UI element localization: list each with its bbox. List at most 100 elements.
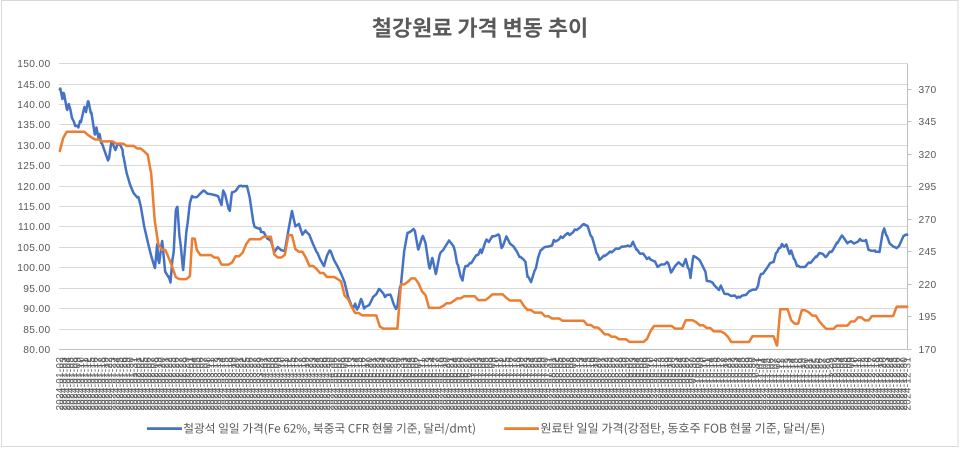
svg-text:2024-08-07: 2024-08-07 (561, 357, 572, 411)
svg-text:2024-08-20: 2024-08-20 (593, 357, 604, 411)
svg-text:2024-02-07: 2024-02-07 (146, 357, 157, 411)
svg-text:2024-10-08: 2024-10-08 (691, 357, 702, 411)
svg-text:2024-07-17: 2024-07-17 (509, 357, 520, 411)
svg-text:2024-03-29: 2024-03-29 (255, 357, 266, 411)
svg-text:2024-10-29: 2024-10-29 (744, 357, 755, 411)
svg-text:2024-03-21: 2024-03-21 (234, 357, 245, 411)
svg-text:2024-09-06: 2024-09-06 (639, 357, 650, 411)
svg-text:2024-06-24: 2024-06-24 (449, 357, 460, 411)
svg-text:2024-11-13: 2024-11-13 (783, 357, 794, 410)
svg-text:2024-03-08: 2024-03-08 (203, 357, 214, 411)
svg-text:2024-04-23: 2024-04-23 (308, 357, 319, 411)
svg-text:2024-08-05: 2024-08-05 (554, 357, 565, 411)
svg-text:2024-01-31: 2024-01-31 (129, 357, 140, 411)
svg-text:2024-09-18: 2024-09-18 (660, 357, 671, 411)
svg-text:2024-03-05: 2024-03-05 (192, 357, 203, 411)
svg-text:2024-10-15: 2024-10-15 (709, 357, 720, 411)
svg-text:2024-08-26: 2024-08-26 (607, 357, 618, 411)
svg-text:2024-05-14: 2024-05-14 (350, 357, 361, 411)
svg-text:2024-12-11: 2024-12-11 (853, 358, 864, 411)
svg-text:2024-05-22: 2024-05-22 (372, 357, 383, 411)
svg-text:2024-11-07: 2024-11-07 (769, 358, 780, 411)
svg-text:2024-12-18: 2024-12-18 (871, 357, 882, 411)
svg-text:2024-12-17: 2024-12-17 (867, 357, 878, 411)
svg-text:370: 370 (919, 85, 937, 96)
svg-text:2024-04-10: 2024-04-10 (277, 357, 288, 411)
svg-text:2024-03-26: 2024-03-26 (245, 357, 256, 411)
svg-text:2024-01-18: 2024-01-18 (97, 357, 108, 411)
svg-text:2024-03-19: 2024-03-19 (227, 357, 238, 411)
svg-text:2024-01-11: 2024-01-11 (80, 358, 91, 411)
svg-text:2024-01-19: 2024-01-19 (101, 357, 112, 411)
svg-text:2024-04-18: 2024-04-18 (298, 357, 309, 411)
svg-text:2024-05-21: 2024-05-21 (368, 357, 379, 411)
svg-text:2024-11-28: 2024-11-28 (822, 357, 833, 410)
svg-text:2024-11-21: 2024-11-21 (804, 358, 815, 411)
svg-text:2024-04-11: 2024-04-11 (280, 358, 291, 411)
svg-text:2024-01-23: 2024-01-23 (108, 357, 119, 411)
svg-text:2024-06-28: 2024-06-28 (463, 357, 474, 411)
svg-text:2024-12-25: 2024-12-25 (888, 357, 899, 411)
svg-text:2024-01-17: 2024-01-17 (94, 357, 105, 411)
svg-text:2024-05-20: 2024-05-20 (364, 357, 375, 411)
svg-text:2024-12-19: 2024-12-19 (874, 357, 885, 411)
svg-text:2024-01-22: 2024-01-22 (104, 357, 115, 411)
svg-text:2024-04-01: 2024-04-01 (259, 357, 270, 411)
svg-text:95.00: 95.00 (23, 284, 50, 295)
svg-text:2024-07-23: 2024-07-23 (523, 357, 534, 411)
svg-text:100.00: 100.00 (17, 263, 50, 274)
svg-text:2024-05-09: 2024-05-09 (340, 357, 351, 411)
svg-text:2024-03-13: 2024-03-13 (213, 357, 224, 411)
svg-text:2024-05-07: 2024-05-07 (333, 357, 344, 411)
svg-text:2024-11-15: 2024-11-15 (790, 357, 801, 410)
svg-text:2024-06-25: 2024-06-25 (452, 357, 463, 411)
svg-text:2024-07-03: 2024-07-03 (473, 357, 484, 411)
svg-text:170: 170 (919, 345, 937, 356)
svg-text:2024-09-26: 2024-09-26 (681, 357, 692, 411)
svg-text:2024-05-27: 2024-05-27 (382, 357, 393, 411)
svg-text:2024-08-02: 2024-08-02 (551, 357, 562, 411)
svg-text:2024-07-18: 2024-07-18 (512, 357, 523, 411)
svg-text:2024-07-10: 2024-07-10 (491, 357, 502, 411)
svg-text:2024-09-12: 2024-09-12 (653, 357, 664, 411)
svg-text:2024-05-10: 2024-05-10 (343, 357, 354, 411)
svg-text:2024-02-08: 2024-02-08 (150, 357, 161, 411)
svg-text:2024-04-22: 2024-04-22 (305, 357, 316, 411)
svg-text:2024-07-30: 2024-07-30 (540, 357, 551, 411)
svg-text:2024-12-30: 2024-12-30 (899, 357, 910, 411)
svg-text:2024-07-08: 2024-07-08 (484, 357, 495, 411)
svg-text:2024-12-04: 2024-12-04 (836, 357, 847, 411)
svg-text:245: 245 (919, 247, 937, 258)
svg-text:2024-10-18: 2024-10-18 (720, 357, 731, 411)
svg-text:2024-08-27: 2024-08-27 (611, 357, 622, 411)
svg-text:2024-09-24: 2024-09-24 (674, 357, 685, 411)
svg-text:2024-05-24: 2024-05-24 (379, 357, 390, 411)
svg-text:2024-11-06: 2024-11-06 (765, 357, 776, 410)
svg-text:2024-12-31: 2024-12-31 (902, 357, 913, 411)
svg-text:2024-12-02: 2024-12-02 (829, 357, 840, 411)
svg-text:2024-09-25: 2024-09-25 (677, 357, 688, 411)
svg-text:120.00: 120.00 (17, 182, 50, 193)
svg-text:2024-05-08: 2024-05-08 (336, 357, 347, 411)
svg-text:2024-10-24: 2024-10-24 (734, 357, 745, 411)
svg-text:2024-07-19: 2024-07-19 (516, 357, 527, 411)
svg-text:2024-03-28: 2024-03-28 (252, 357, 263, 411)
svg-text:2024-12-10: 2024-12-10 (850, 357, 861, 411)
svg-text:2024-08-19: 2024-08-19 (590, 357, 601, 411)
svg-text:2024-12-06: 2024-12-06 (843, 357, 854, 411)
svg-text:2024-02-26: 2024-02-26 (171, 357, 182, 411)
svg-text:2024-09-19: 2024-09-19 (663, 357, 674, 411)
svg-text:2024-11-11: 2024-11-11 (776, 358, 787, 410)
svg-text:2024-07-25: 2024-07-25 (530, 357, 541, 411)
svg-text:2024-08-22: 2024-08-22 (600, 357, 611, 411)
svg-text:2024-08-13: 2024-08-13 (575, 357, 586, 411)
svg-text:2024-06-13: 2024-06-13 (424, 357, 435, 411)
svg-text:140.00: 140.00 (17, 100, 50, 111)
svg-text:2024-12-16: 2024-12-16 (864, 357, 875, 411)
svg-text:2024-11-18: 2024-11-18 (793, 357, 804, 410)
svg-text:2024-09-02: 2024-09-02 (625, 357, 636, 411)
svg-text:2024-08-23: 2024-08-23 (604, 357, 615, 411)
svg-text:2024-07-02: 2024-07-02 (470, 357, 481, 411)
svg-text:2024-01-25: 2024-01-25 (115, 357, 126, 411)
svg-text:2024-11-26: 2024-11-26 (815, 357, 826, 410)
